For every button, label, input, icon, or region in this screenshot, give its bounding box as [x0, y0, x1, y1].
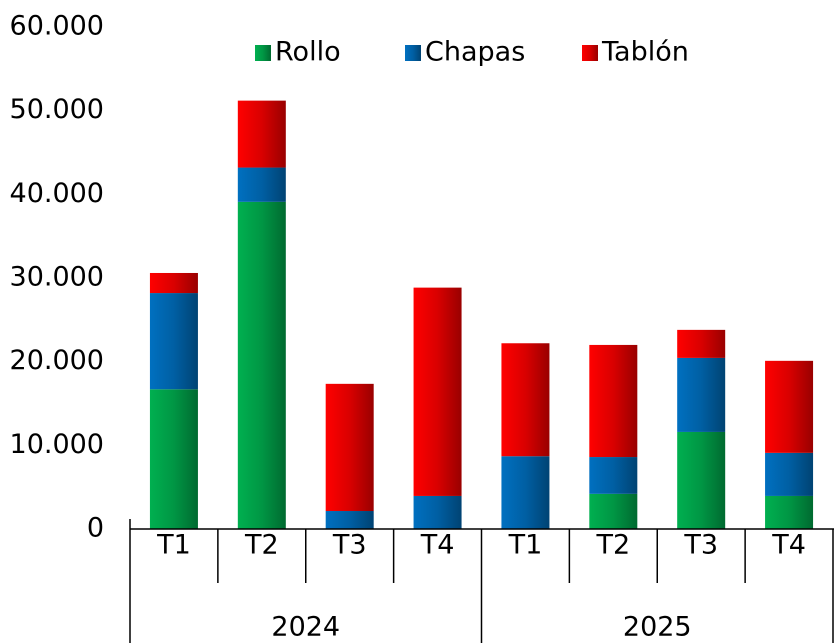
y-tick-label: 50.000	[10, 94, 104, 125]
bar-segment	[413, 495, 462, 529]
bar-segment	[765, 495, 814, 529]
y-tick-label: 10.000	[10, 429, 104, 460]
bar-segment	[677, 357, 726, 432]
legend-marker	[255, 45, 271, 61]
bar-segment	[325, 511, 374, 529]
bar-segment	[325, 383, 374, 512]
bar-segment	[501, 343, 550, 457]
legend-label: Chapas	[425, 37, 525, 68]
x-tick-label: T1	[508, 530, 543, 561]
legend-marker	[405, 45, 421, 61]
x-tick-label: T3	[683, 530, 718, 561]
x-tick-label: T3	[332, 530, 367, 561]
x-tick-label: T2	[244, 530, 279, 561]
y-tick-label: 0	[87, 513, 104, 544]
legend-label: Tablón	[601, 37, 689, 68]
group-label: 2024	[271, 612, 340, 643]
bar-segment	[765, 452, 814, 496]
bar-segment	[237, 100, 286, 168]
bar-segment	[677, 329, 726, 358]
bar-segment	[413, 287, 462, 496]
bar-segment	[589, 493, 638, 529]
bar-segment	[501, 456, 550, 529]
y-tick-label: 20.000	[10, 345, 104, 376]
x-tick-label: T4	[771, 530, 806, 561]
bar-segment	[589, 344, 638, 458]
bar-segment	[149, 293, 198, 390]
bar-segment	[677, 431, 726, 529]
bar-segment	[237, 201, 286, 529]
y-tick-label: 30.000	[10, 262, 104, 293]
legend-label: Rollo	[275, 37, 341, 68]
legend-marker	[582, 45, 598, 61]
bar-segment	[149, 272, 198, 294]
y-tick-label: 60.000	[10, 11, 104, 42]
x-tick-label: T2	[595, 530, 630, 561]
bar-segment	[149, 389, 198, 529]
bar-segment	[589, 457, 638, 494]
bar-segment	[237, 167, 286, 202]
x-tick-label: T1	[156, 530, 191, 561]
group-label: 2025	[623, 612, 692, 643]
x-tick-label: T4	[420, 530, 455, 561]
y-tick-label: 40.000	[10, 178, 104, 209]
bar-segment	[765, 360, 814, 453]
